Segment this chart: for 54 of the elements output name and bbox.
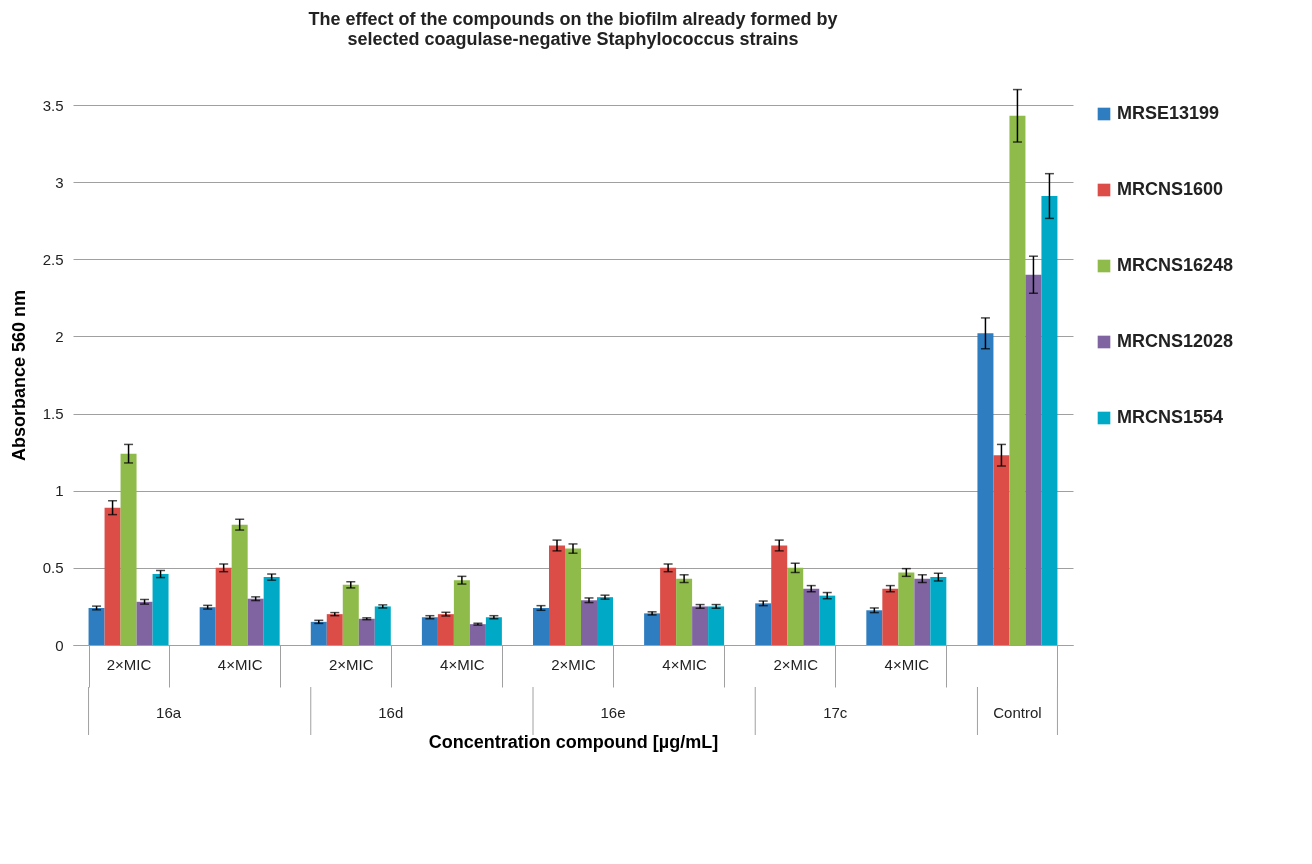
y-tick-label: 1 — [55, 482, 64, 500]
chart-title: The effect of the compounds on the biofilm already formed by selected coagulase-negative Staphylococcus strains — [308, 8, 838, 49]
bar — [437, 614, 454, 645]
bar — [247, 598, 264, 645]
y-tick-label: 0 — [55, 636, 64, 654]
y-tick-label: 2 — [55, 327, 64, 345]
x-axis-title: Concentration compound [µg/mL] — [428, 732, 719, 752]
bar — [930, 577, 947, 645]
text: 16d — [378, 704, 404, 721]
bar — [199, 607, 216, 645]
text: Control — [993, 704, 1042, 721]
legend-label: MRCNS1600 — [1117, 179, 1224, 199]
text: 17c — [823, 704, 848, 721]
x-tick-label: 2×MIC — [551, 655, 596, 673]
bar — [469, 624, 486, 645]
bar — [1041, 196, 1058, 645]
y-tick-label: 3.5 — [42, 96, 64, 114]
bar — [120, 453, 137, 645]
bar — [565, 548, 581, 645]
x-tick-label: 4×MIC — [662, 655, 708, 673]
y-tick-label: 3 — [55, 173, 64, 191]
bar — [358, 618, 375, 645]
bar — [231, 524, 248, 645]
text: 16a — [156, 704, 182, 721]
bar — [993, 455, 1010, 645]
bar — [485, 617, 502, 645]
bar — [104, 507, 121, 645]
bar — [310, 621, 327, 645]
bar — [549, 545, 565, 645]
x-tick-label: 2×MIC — [106, 655, 152, 673]
legend-label: MRCNS16248 — [1117, 255, 1234, 275]
bar — [88, 607, 105, 645]
y-tick-label: 1.5 — [42, 405, 64, 423]
y-axis-title: Absorbance 560 nm — [8, 289, 29, 462]
bar — [374, 606, 391, 645]
bar — [1009, 115, 1026, 645]
bar — [787, 567, 804, 645]
x-tick-label: 2×MIC — [328, 655, 374, 673]
bar — [1025, 274, 1042, 645]
text: 16e — [600, 704, 626, 721]
legend-label: MRCNS12028 — [1117, 331, 1234, 351]
legend-label: MRCNS1554 — [1117, 407, 1224, 427]
x-tick-label: 4×MIC — [217, 655, 263, 673]
y-tick-label: 2.5 — [42, 250, 64, 268]
bar — [771, 545, 788, 645]
bar — [644, 613, 661, 645]
bar — [326, 614, 343, 645]
legend-label: MRSE13199 — [1117, 103, 1220, 123]
bar — [977, 333, 994, 645]
x-tick-label: 2×MIC — [773, 655, 819, 673]
x-tick-label: 4×MIC — [440, 655, 485, 673]
bar — [421, 617, 438, 645]
x-tick-label: 4×MIC — [884, 655, 930, 673]
y-tick-label: 0.5 — [42, 559, 64, 577]
